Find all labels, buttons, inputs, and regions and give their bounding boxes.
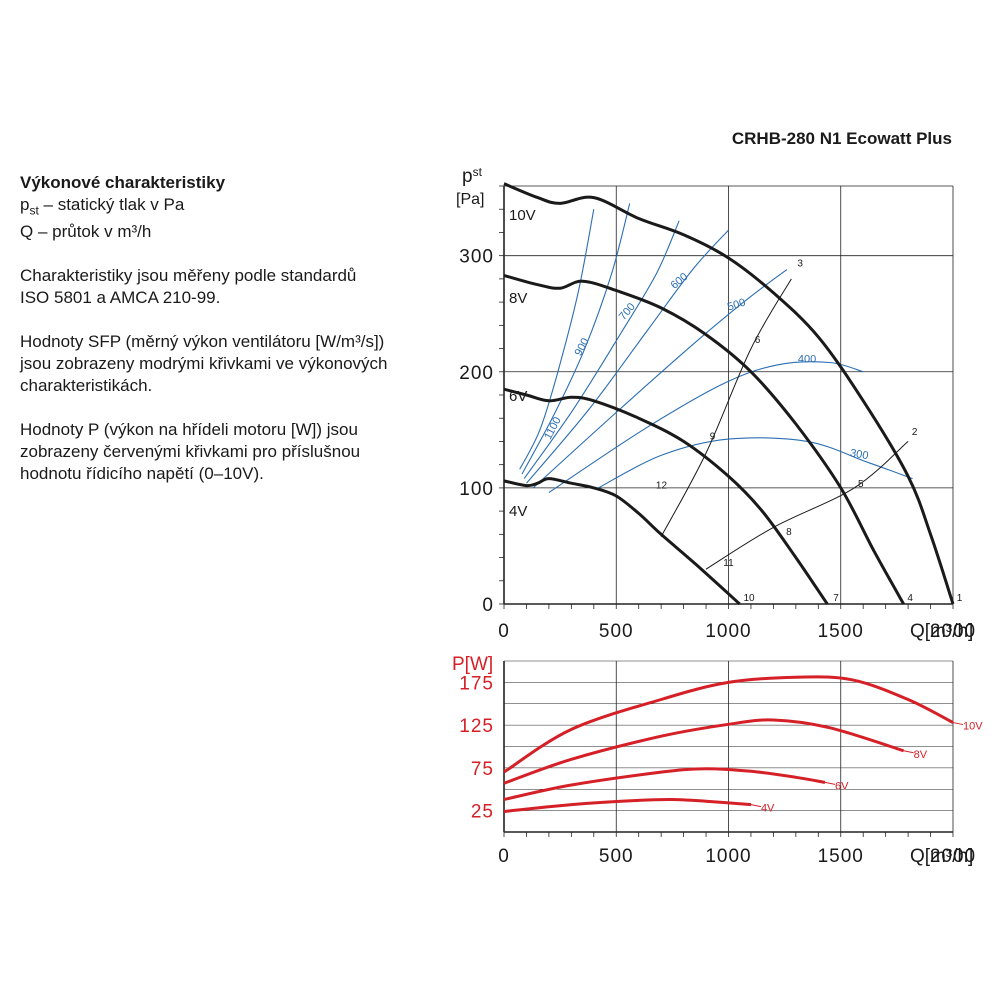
paragraph-1-line-1: Charakteristiky jsou měřeny podle standa… [20, 266, 357, 286]
sfp-label-400: 400 [798, 353, 816, 365]
sfp-label-600: 600 [669, 271, 691, 292]
power-curve-leader-8V [903, 750, 914, 754]
pst-symbol: p [20, 195, 30, 214]
power-curve-label-8V: 8V [914, 749, 928, 761]
fan-curve-8V [503, 273, 905, 605]
operating-point-6: 6 [755, 335, 761, 346]
power-x-tick-label: 0 [498, 846, 510, 867]
sfp-label-500: 500 [726, 297, 747, 314]
power-y-axis-label: P[W] [452, 654, 493, 675]
operating-point-8: 8 [786, 527, 792, 538]
pst-text: – statický tlak v Pa [38, 195, 185, 214]
power-x-tick-label: 2000 [930, 846, 976, 867]
model-title: CRHB-280 N1 Ecowatt Plus [731, 129, 952, 148]
x-tick-label: 500 [599, 621, 634, 642]
power-curve-label-10V: 10V [963, 721, 983, 733]
power-y-tick-label: 175 [459, 673, 494, 694]
operating-point-7: 7 [833, 593, 839, 604]
x-axis-label: Q[m³/h] [910, 621, 973, 642]
power-curve-4V [503, 797, 752, 813]
power-x-tick-label: 1000 [705, 846, 751, 867]
operating-point-5: 5 [858, 479, 864, 490]
y-axis-unit: [Pa] [456, 191, 484, 208]
fan-curve-10V [503, 182, 955, 605]
paragraph-1-line-2: ISO 5801 a AMCA 210-99. [20, 288, 221, 308]
power-y-tick-label: 125 [459, 716, 494, 737]
operating-point-4: 4 [907, 593, 913, 604]
power-curve-leader-6V [824, 781, 836, 785]
fan-curve-label-8V: 8V [509, 290, 527, 307]
y-axis-label: pst [462, 165, 483, 187]
power-curve-8V [503, 718, 905, 785]
sfp-curve-600 [526, 229, 729, 484]
operating-point-2: 2 [912, 427, 918, 438]
y-tick-label: 100 [459, 479, 494, 500]
power-x-axis-label: Q[m³/h] [910, 846, 973, 867]
power-curve-6V [503, 767, 826, 801]
x-tick-label: 1500 [818, 621, 864, 642]
power-curve-10V [503, 675, 954, 774]
system-curve-1 [660, 278, 792, 537]
sfp-label-300: 300 [849, 447, 869, 462]
power-x-tick-label: 500 [599, 846, 634, 867]
y-tick-label: 200 [459, 363, 494, 384]
sfp-label-700: 700 [617, 301, 638, 323]
fan-curve-4V [503, 477, 741, 606]
power-x-tick-label: 1500 [818, 846, 864, 867]
power-y-tick-label: 75 [471, 759, 494, 780]
x-tick-label: 1000 [705, 621, 751, 642]
operating-point-12: 12 [656, 480, 668, 491]
power-curve-label-4V: 4V [761, 803, 775, 815]
q-definition: Q – průtok v m³/h [20, 222, 152, 242]
x-tick-label: 0 [498, 621, 510, 642]
system-curves [660, 278, 909, 570]
fan-curve-label-6V: 6V [509, 388, 527, 405]
fan-curve-label-4V: 4V [509, 503, 527, 520]
pst-definition: pst – statický tlak v Pa [20, 194, 420, 221]
paragraph-2-line-1: Hodnoty SFP (měrný výkon ventilátoru [W/… [20, 332, 385, 352]
fan-curve-label-10V: 10V [509, 207, 536, 224]
sfp-curve-400 [548, 361, 864, 493]
power-curve-label-6V: 6V [835, 780, 849, 792]
description-paragraphs: Charakteristiky jsou měřeny podle standa… [20, 243, 420, 485]
paragraph-2-line-3: charakteristikách. [20, 376, 153, 396]
operating-point-11: 11 [723, 558, 734, 569]
operating-point-3: 3 [797, 259, 803, 270]
operating-point-1: 1 [957, 593, 963, 604]
power-grid [503, 660, 954, 837]
y-tick-label: 0 [482, 595, 494, 616]
sfp-curve-700 [523, 220, 680, 479]
paragraph-3-line-2: zobrazeny červenými křivkami pro přísluš… [20, 442, 361, 462]
x-tick-label: 2000 [930, 621, 976, 642]
sfp-curve-900 [521, 203, 631, 475]
paragraph-2-line-2: jsou zobrazeny modrými křivkami ve výkon… [20, 354, 388, 374]
pst-subscript: st [29, 203, 39, 218]
fan-curve-6V [503, 387, 829, 605]
power-curve-leader-4V [750, 804, 762, 808]
description-heading: Výkonové charakteristiky [20, 173, 226, 192]
operating-point-9: 9 [710, 432, 716, 443]
description: Výkonové charakteristiky pst – statický … [20, 172, 420, 485]
sfp-curve-500 [532, 269, 788, 489]
paragraph-3-line-3: hodnotu řídicího napětí (0–10V). [20, 464, 264, 484]
operating-point-10: 10 [743, 593, 755, 604]
power-curve-leader-10V [952, 722, 964, 726]
fan-curves: 10V 8V 6V 4V [503, 182, 955, 606]
system-curve-2 [705, 441, 909, 570]
y-tick-label: 300 [459, 247, 494, 268]
sfp-curve-300 [598, 437, 913, 489]
power-curves: 10V 8V 6V 4V [503, 675, 983, 815]
power-y-tick-label: 25 [471, 802, 494, 823]
paragraph-3-line-1: Hodnoty P (výkon na hřídeli motoru [W]) … [20, 420, 358, 440]
sfp-curve-1100 [519, 209, 595, 470]
